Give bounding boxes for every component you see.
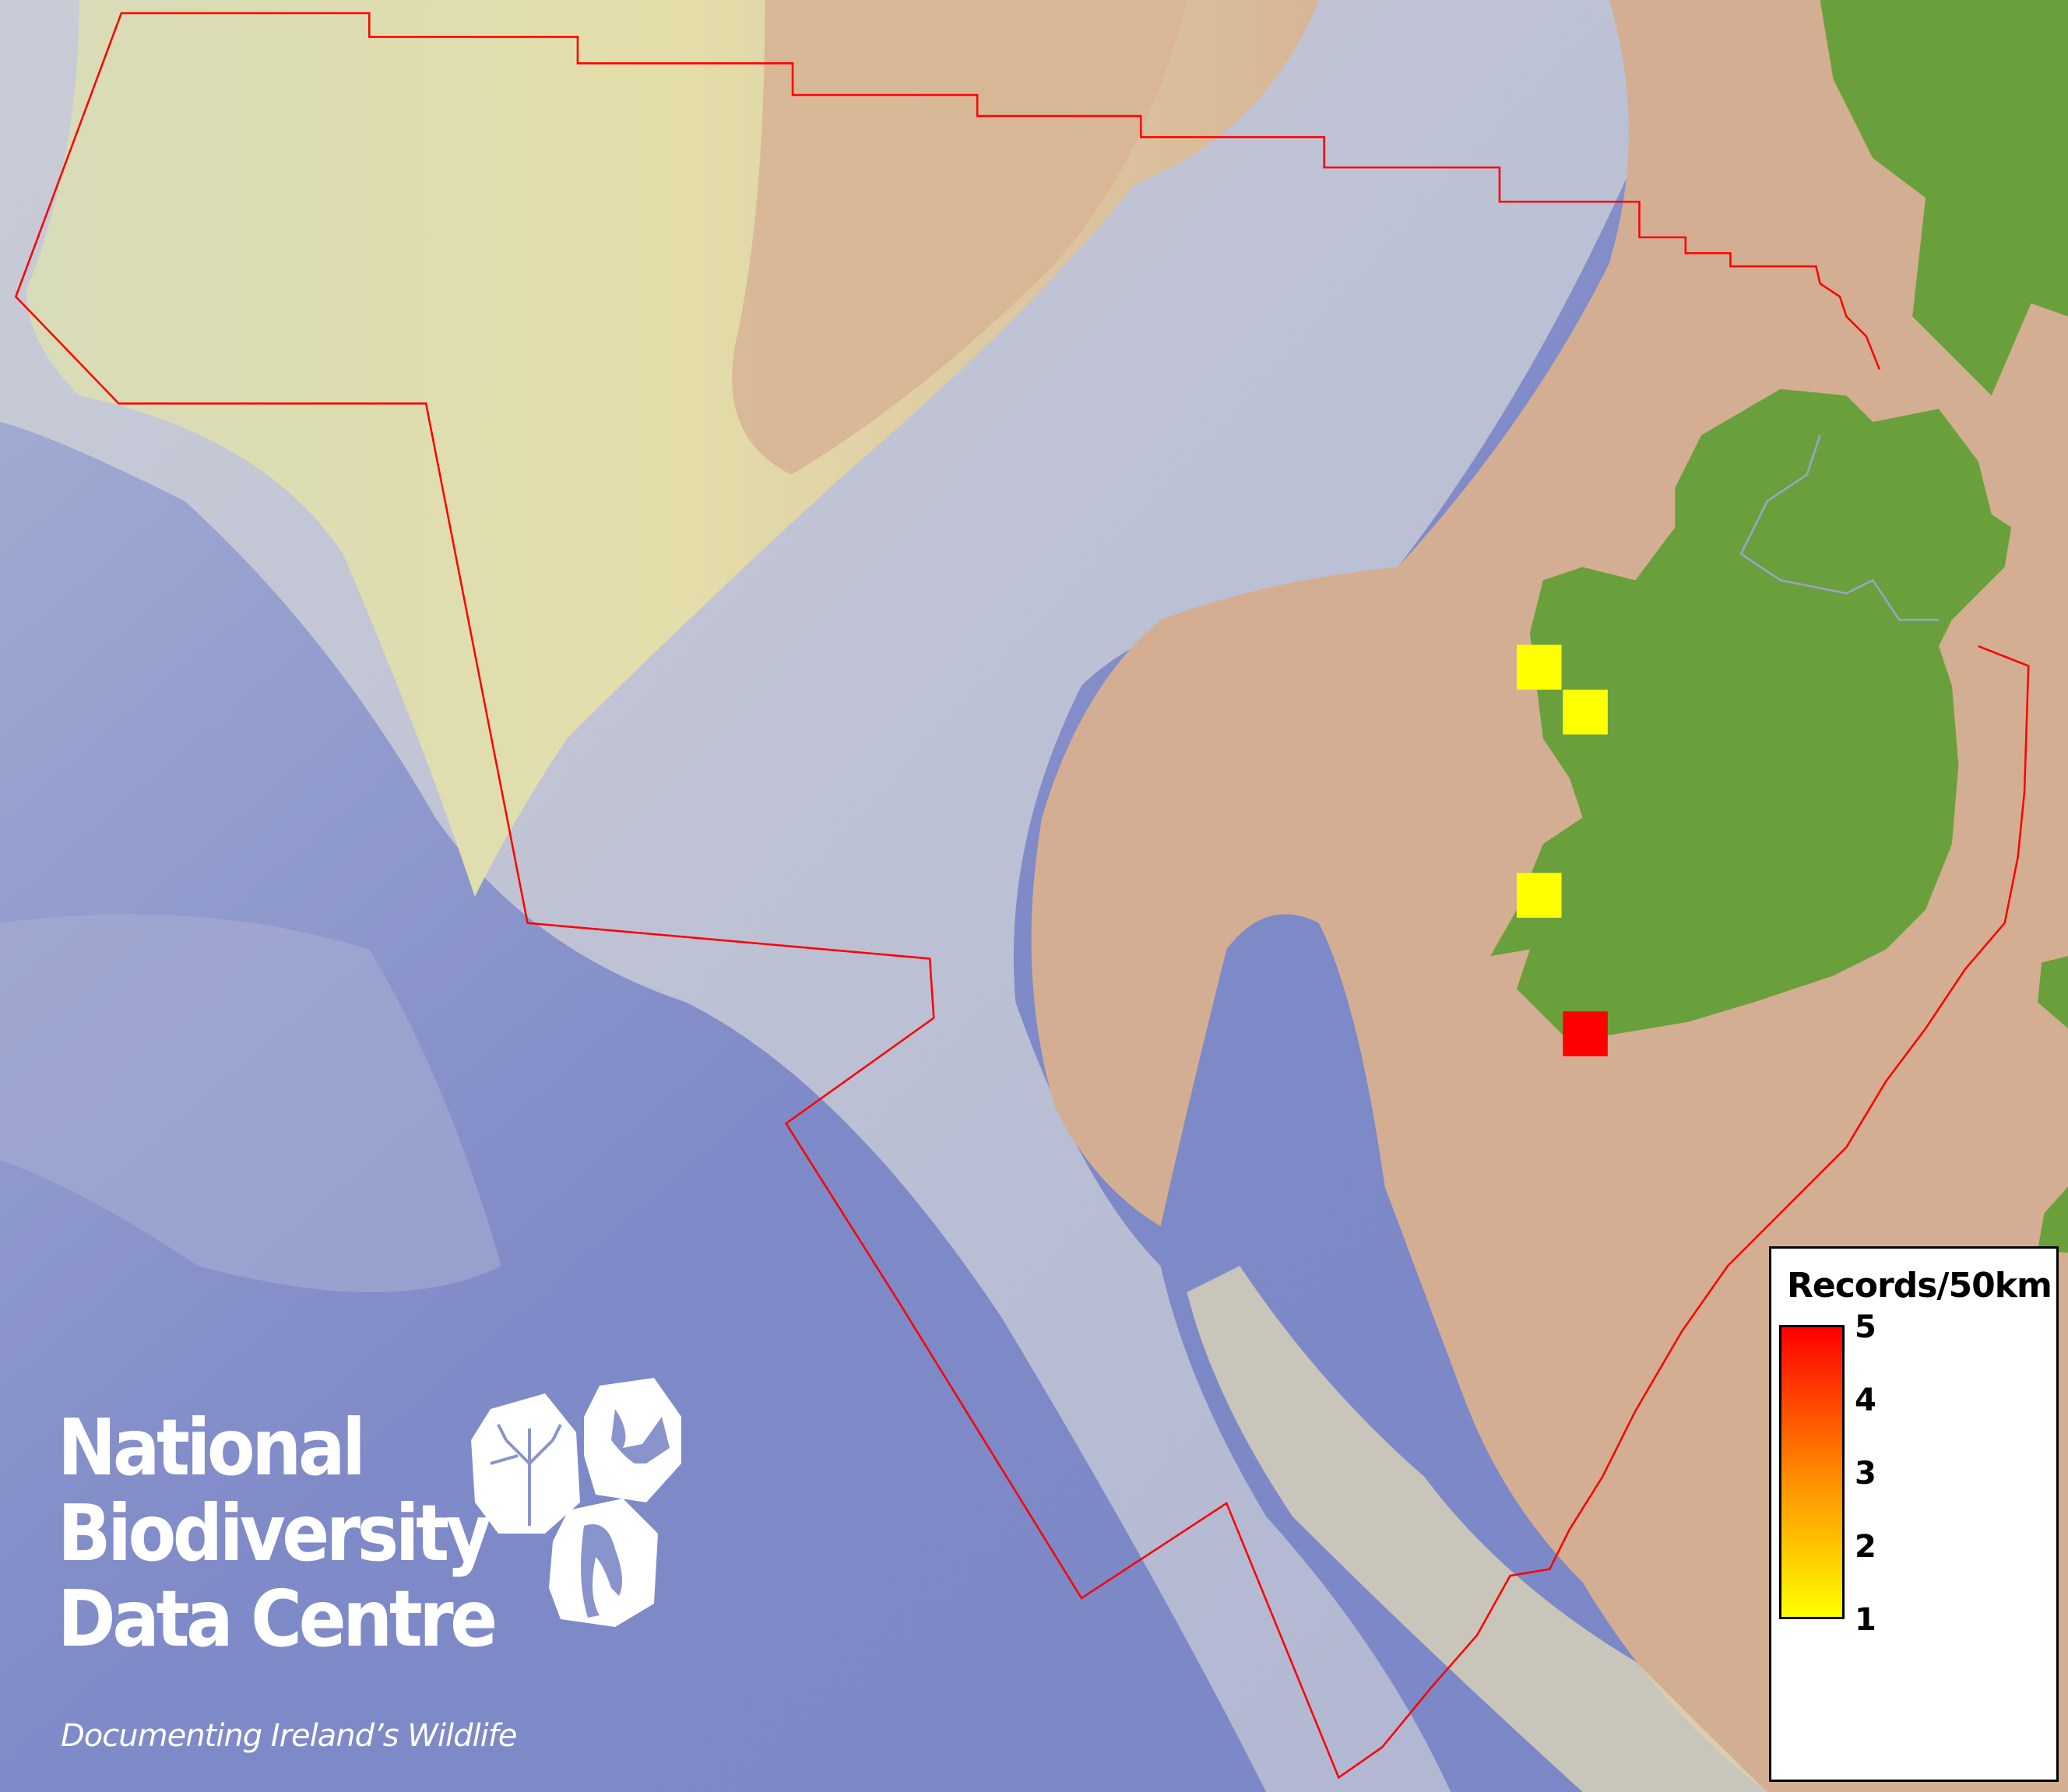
legend-tick-3: 3: [1855, 1456, 1876, 1492]
eez-boundary: [14, 12, 2030, 1780]
logo-line-1: National: [58, 1402, 366, 1493]
grid-squares: [1516, 645, 1608, 1056]
shelf-ridge: [732, 0, 1187, 475]
grid-square-2[interactable]: [1563, 689, 1608, 735]
wales: [2038, 956, 2068, 1029]
south-shelf-edge: [1187, 1266, 1767, 1792]
plant-icon: [471, 1393, 580, 1534]
butterfly-icon: [584, 1378, 681, 1502]
ireland: [1490, 388, 2012, 1042]
logo-tagline: Documenting Ireland’s Wildlife: [61, 1718, 517, 1754]
legend-tick-5: 5: [1855, 1309, 1876, 1345]
legend-color-ramp: [1779, 1325, 1845, 1619]
legend-tick-4: 4: [1855, 1383, 1876, 1418]
cornwall: [2038, 1186, 2068, 1253]
legend-title: Records/50km: [1787, 1266, 2052, 1305]
grid-square-4[interactable]: [1563, 1011, 1608, 1056]
nbdc-logo: National Biodiversity Data Centre Docume…: [55, 1370, 724, 1775]
seahorse-icon: [549, 1499, 658, 1627]
legend-tick-1: 1: [1855, 1602, 1876, 1638]
abyssal-plain-light: [0, 914, 501, 1293]
logo-line-2: Biodiversity: [58, 1488, 491, 1579]
northern-ireland-border: [1739, 434, 1939, 621]
legend-tick-2: 2: [1855, 1529, 1876, 1565]
legend: Records/50km 5 4 3 2 1: [1769, 1246, 2059, 1782]
grid-square-3[interactable]: [1516, 873, 1562, 918]
logo-line-3: Data Centre: [58, 1573, 498, 1664]
scotland: [1820, 0, 2068, 396]
grid-square-1[interactable]: [1516, 645, 1562, 690]
